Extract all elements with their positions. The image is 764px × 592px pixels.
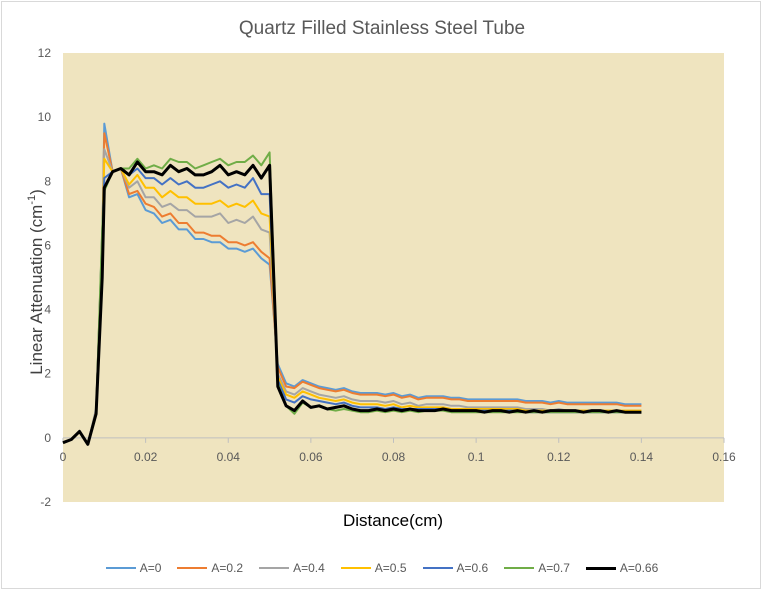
x-tick-label: 0.1 <box>468 450 485 464</box>
x-axis-label: Distance(cm) <box>343 511 443 530</box>
y-axis-label-main: Linear Attenuation (cm <box>27 205 46 375</box>
legend-label: A=0.4 <box>293 561 325 575</box>
x-tick-label: 0.14 <box>630 450 654 464</box>
legend-swatch <box>585 566 616 570</box>
legend-label: A=0.7 <box>538 561 570 575</box>
legend-label: A=0.66 <box>619 561 659 575</box>
legend-label: A=0.5 <box>374 561 407 575</box>
series-group <box>62 122 642 446</box>
y-axis-label: Linear Attenuation (cm-1) <box>26 189 46 375</box>
y-tick-label: 4 <box>44 303 51 317</box>
legend-item: A=0 <box>105 561 162 575</box>
x-tick-label: 0.08 <box>382 450 406 464</box>
y-tick-label: 6 <box>44 238 51 252</box>
plot-area <box>63 53 724 502</box>
x-tick-label: 0.16 <box>712 450 736 464</box>
legend-item: A=0.66 <box>585 561 659 575</box>
y-tick-label: -2 <box>40 495 51 509</box>
legend-label: A=0.2 <box>211 561 244 575</box>
legend-item: A=0.7 <box>504 561 570 575</box>
y-axis-label-close: ) <box>27 189 46 195</box>
x-tick-label: 0.12 <box>547 450 571 464</box>
y-tick-label: 0 <box>44 431 51 445</box>
legend-item: A=0.4 <box>259 561 325 575</box>
chart-title: Quartz Filled Stainless Steel Tube <box>239 18 525 39</box>
x-axis-ticks: 0 0.02 0.04 0.06 0.08 0.1 0.12 0.14 0.16 <box>60 437 736 464</box>
y-axis-label-superscript: -1 <box>26 195 38 205</box>
legend-label: A=0 <box>139 561 162 575</box>
series-line-a-0-2 <box>62 132 642 446</box>
y-tick-label: 2 <box>44 367 51 381</box>
legend-swatch <box>422 567 453 569</box>
y-tick-label: 8 <box>44 174 51 188</box>
x-tick-label: 0 <box>60 450 67 464</box>
legend-item: A=0.6 <box>422 561 489 575</box>
x-tick-label: 0.06 <box>299 450 323 464</box>
legend-swatch <box>504 567 535 569</box>
legend: A=0 A=0.2 A=0.4 A=0.5 A=0.6 A=0.7 A=0.66 <box>0 561 764 575</box>
x-tick-label: 0.04 <box>217 450 241 464</box>
legend-item: A=0.5 <box>340 561 407 575</box>
legend-swatch <box>340 567 371 569</box>
legend-swatch <box>105 567 136 569</box>
series-line-a-0-4 <box>62 148 642 446</box>
y-axis-ticks: -2 0 2 4 6 8 10 12 <box>38 46 52 509</box>
series-line-a-0-66 <box>62 160 642 446</box>
y-tick-label: 10 <box>38 110 52 124</box>
legend-swatch <box>259 567 290 569</box>
legend-swatch <box>177 567 208 569</box>
legend-label: A=0.6 <box>456 561 489 575</box>
series-line-a-0 <box>62 122 642 446</box>
y-tick-label: 12 <box>38 46 52 60</box>
x-tick-label: 0.02 <box>134 450 158 464</box>
legend-item: A=0.2 <box>177 561 243 575</box>
